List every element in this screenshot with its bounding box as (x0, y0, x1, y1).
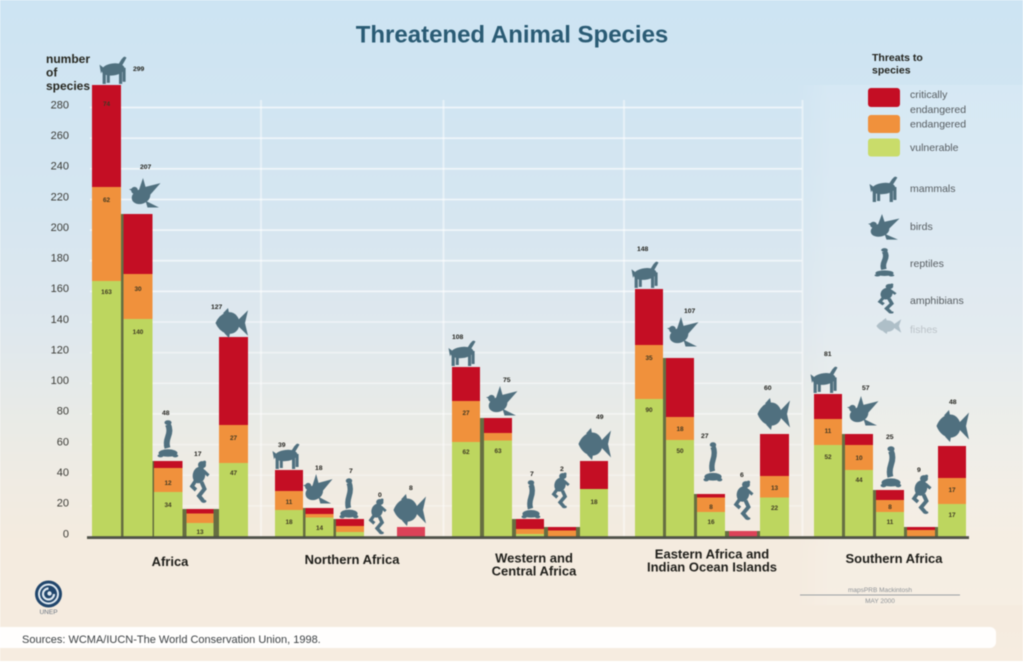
svg-text:80: 80 (57, 406, 69, 418)
svg-text:48: 48 (162, 410, 170, 417)
svg-text:17: 17 (194, 451, 202, 458)
svg-text:140: 140 (133, 329, 144, 336)
svg-text:60: 60 (764, 385, 772, 392)
svg-text:9: 9 (917, 467, 921, 474)
svg-text:148: 148 (637, 246, 649, 253)
svg-text:25: 25 (886, 434, 894, 441)
svg-text:16: 16 (707, 519, 715, 526)
svg-text:20: 20 (57, 498, 69, 510)
svg-text:Africa: Africa (152, 554, 190, 569)
svg-text:27: 27 (462, 410, 470, 417)
svg-text:260: 260 (51, 130, 69, 142)
svg-text:280: 280 (51, 99, 69, 111)
svg-text:birds: birds (910, 221, 933, 233)
svg-text:63: 63 (494, 448, 502, 455)
svg-text:47: 47 (230, 470, 238, 477)
svg-text:49: 49 (596, 414, 604, 421)
svg-text:27: 27 (701, 433, 709, 440)
svg-text:163: 163 (101, 289, 112, 296)
svg-text:22: 22 (771, 505, 779, 512)
svg-text:81: 81 (824, 351, 832, 358)
svg-text:Threatened Animal Species: Threatened Animal Species (356, 22, 669, 49)
svg-text:Threats to: Threats to (872, 52, 923, 64)
svg-text:13: 13 (771, 485, 779, 492)
svg-text:endangered: endangered (910, 119, 966, 131)
svg-text:13: 13 (196, 529, 204, 536)
svg-text:Northern Africa: Northern Africa (305, 552, 401, 567)
svg-text:52: 52 (824, 454, 832, 461)
svg-text:vulnerable: vulnerable (910, 142, 959, 154)
svg-text:8: 8 (888, 504, 892, 511)
svg-text:0: 0 (378, 492, 382, 499)
svg-text:50: 50 (676, 448, 684, 455)
svg-text:number: number (46, 52, 90, 66)
svg-text:6: 6 (740, 472, 744, 479)
svg-text:reptiles: reptiles (910, 258, 944, 270)
svg-text:57: 57 (862, 385, 870, 392)
svg-text:Eastern Africa and: Eastern Africa and (655, 547, 769, 562)
svg-text:UNEP: UNEP (39, 609, 57, 616)
svg-text:44: 44 (855, 477, 863, 484)
svg-text:0: 0 (63, 528, 69, 540)
svg-text:species: species (46, 79, 90, 93)
svg-text:8: 8 (709, 504, 713, 511)
svg-text:14: 14 (316, 525, 324, 532)
svg-text:48: 48 (949, 399, 957, 406)
svg-text:11: 11 (286, 499, 293, 506)
svg-text:240: 240 (51, 161, 69, 173)
svg-text:MAY 2000: MAY 2000 (865, 598, 895, 605)
svg-text:107: 107 (684, 308, 696, 315)
svg-text:mammals: mammals (910, 183, 956, 195)
svg-text:7: 7 (349, 468, 353, 475)
svg-text:18: 18 (285, 519, 293, 526)
svg-text:160: 160 (51, 283, 69, 295)
svg-text:Indian Ocean Islands: Indian Ocean Islands (647, 560, 777, 575)
svg-text:62: 62 (462, 449, 470, 456)
svg-text:12: 12 (164, 480, 172, 487)
svg-text:27: 27 (230, 435, 238, 442)
svg-text:mapsPRB Mackintosh: mapsPRB Mackintosh (848, 587, 912, 594)
svg-text:299: 299 (133, 66, 145, 73)
svg-text:Central Africa: Central Africa (492, 564, 578, 579)
svg-text:endangered: endangered (910, 104, 966, 116)
svg-text:18: 18 (590, 499, 598, 506)
svg-text:10: 10 (855, 455, 863, 462)
svg-text:of: of (46, 66, 58, 80)
svg-text:180: 180 (51, 253, 69, 265)
svg-text:120: 120 (51, 345, 69, 357)
svg-text:8: 8 (409, 485, 413, 492)
svg-text:Western and: Western and (495, 551, 573, 566)
svg-text:75: 75 (503, 377, 511, 384)
svg-text:Southern Africa: Southern Africa (845, 551, 943, 566)
svg-text:11: 11 (887, 519, 894, 526)
svg-text:amphibians: amphibians (910, 295, 964, 307)
svg-text:62: 62 (103, 197, 111, 204)
svg-text:60: 60 (57, 436, 69, 448)
svg-text:200: 200 (51, 222, 69, 234)
svg-text:39: 39 (278, 442, 286, 449)
svg-text:40: 40 (57, 467, 69, 479)
svg-text:220: 220 (51, 191, 69, 203)
svg-text:Sources: WCMA/IUCN-The World C: Sources: WCMA/IUCN-The World Conservatio… (22, 634, 321, 646)
svg-text:18: 18 (315, 465, 323, 472)
svg-text:127: 127 (211, 304, 223, 311)
svg-text:18: 18 (676, 426, 684, 433)
svg-text:140: 140 (51, 314, 69, 326)
svg-text:90: 90 (645, 407, 653, 414)
svg-text:species: species (872, 65, 911, 77)
svg-text:74: 74 (103, 101, 111, 108)
svg-text:30: 30 (134, 286, 142, 293)
svg-text:2: 2 (560, 466, 564, 473)
svg-text:17: 17 (948, 512, 956, 519)
svg-text:35: 35 (645, 355, 653, 362)
svg-text:108: 108 (452, 334, 464, 341)
svg-text:fishes: fishes (910, 324, 937, 336)
svg-text:207: 207 (140, 164, 152, 171)
svg-text:17: 17 (948, 487, 956, 494)
svg-text:100: 100 (51, 375, 69, 387)
svg-text:critically: critically (910, 89, 948, 101)
svg-text:11: 11 (825, 428, 832, 435)
svg-text:34: 34 (164, 502, 172, 509)
svg-text:7: 7 (530, 471, 534, 478)
